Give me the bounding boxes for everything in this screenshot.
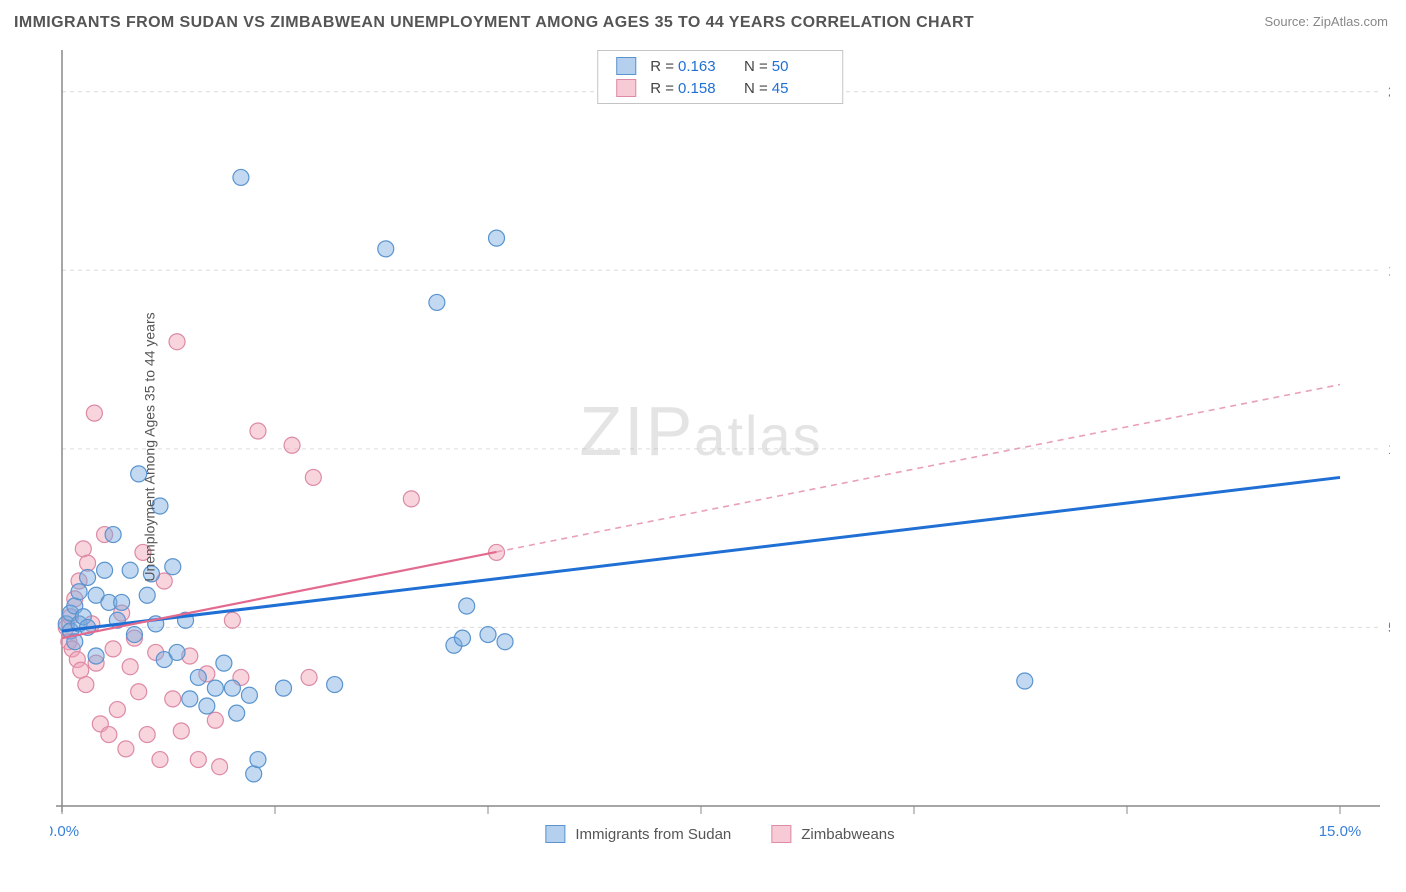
stats-legend-row: R =0.163N =50: [598, 55, 842, 77]
data-point: [86, 405, 102, 421]
data-point: [73, 662, 89, 678]
y-axis-label: Unemployment Among Ages 35 to 44 years: [142, 312, 158, 581]
data-point: [165, 559, 181, 575]
data-point: [182, 691, 198, 707]
data-point: [246, 766, 262, 782]
data-point: [126, 627, 142, 643]
data-point: [173, 723, 189, 739]
legend-item: Immigrants from Sudan: [545, 825, 731, 843]
data-point: [190, 669, 206, 685]
data-point: [241, 687, 257, 703]
data-point: [118, 741, 134, 757]
data-point: [75, 541, 91, 557]
data-point: [284, 437, 300, 453]
chart-area: Unemployment Among Ages 35 to 44 years 5…: [50, 46, 1390, 847]
legend-label: Immigrants from Sudan: [575, 826, 731, 843]
y-tick-label: 15.0%: [1388, 262, 1390, 279]
stats-legend-row: R =0.158N =45: [598, 77, 842, 99]
data-point: [169, 644, 185, 660]
data-point: [114, 594, 130, 610]
data-point: [480, 627, 496, 643]
y-tick-label: 5.0%: [1388, 619, 1390, 636]
data-point: [497, 634, 513, 650]
data-point: [216, 655, 232, 671]
x-tick-label: 0.0%: [50, 823, 79, 840]
data-point: [212, 759, 228, 775]
data-point: [207, 680, 223, 696]
data-point: [250, 752, 266, 768]
data-point: [301, 669, 317, 685]
scatter-chart: 5.0% 10.0% 15.0% 20.0% ZIPatlas 0.0% 15.0%: [50, 46, 1390, 847]
data-point: [152, 752, 168, 768]
data-point: [165, 691, 181, 707]
data-point: [88, 648, 104, 664]
data-point: [71, 584, 87, 600]
data-point: [327, 677, 343, 693]
data-point: [429, 294, 445, 310]
data-point: [224, 680, 240, 696]
data-point: [105, 527, 121, 543]
data-point: [139, 587, 155, 603]
source-attribution: Source: ZipAtlas.com: [1264, 14, 1388, 29]
legend-item: Zimbabweans: [771, 825, 894, 843]
data-point: [1017, 673, 1033, 689]
data-point: [80, 555, 96, 571]
y-tick-label: 10.0%: [1388, 441, 1390, 458]
data-point: [233, 169, 249, 185]
data-point: [131, 684, 147, 700]
data-point: [250, 423, 266, 439]
data-point: [403, 491, 419, 507]
data-point: [199, 698, 215, 714]
data-point: [101, 727, 117, 743]
legend-swatch: [616, 57, 636, 75]
data-point: [122, 659, 138, 675]
y-tick-label: 20.0%: [1388, 84, 1390, 101]
data-point: [276, 680, 292, 696]
data-point: [190, 752, 206, 768]
data-point: [97, 562, 113, 578]
chart-title: IMMIGRANTS FROM SUDAN VS ZIMBABWEAN UNEM…: [14, 14, 974, 32]
stats-legend: R =0.163N =50R =0.158N =45: [597, 50, 843, 104]
data-point: [78, 677, 94, 693]
data-point: [109, 702, 125, 718]
data-point: [305, 469, 321, 485]
regression-line: [62, 477, 1340, 631]
legend-swatch: [616, 79, 636, 97]
data-point: [139, 727, 155, 743]
data-point: [224, 612, 240, 628]
watermark: ZIPatlas: [579, 392, 822, 470]
data-point: [378, 241, 394, 257]
data-point: [207, 712, 223, 728]
data-point: [122, 562, 138, 578]
data-point: [459, 598, 475, 614]
legend-label: Zimbabweans: [801, 826, 894, 843]
legend-swatch: [771, 825, 791, 843]
data-point: [454, 630, 470, 646]
data-point: [80, 569, 96, 585]
data-point: [489, 230, 505, 246]
data-point: [169, 334, 185, 350]
legend-swatch: [545, 825, 565, 843]
data-point: [229, 705, 245, 721]
data-point: [105, 641, 121, 657]
series-legend: Immigrants from Sudan Zimbabweans: [545, 820, 894, 848]
x-tick-label: 15.0%: [1319, 823, 1362, 840]
